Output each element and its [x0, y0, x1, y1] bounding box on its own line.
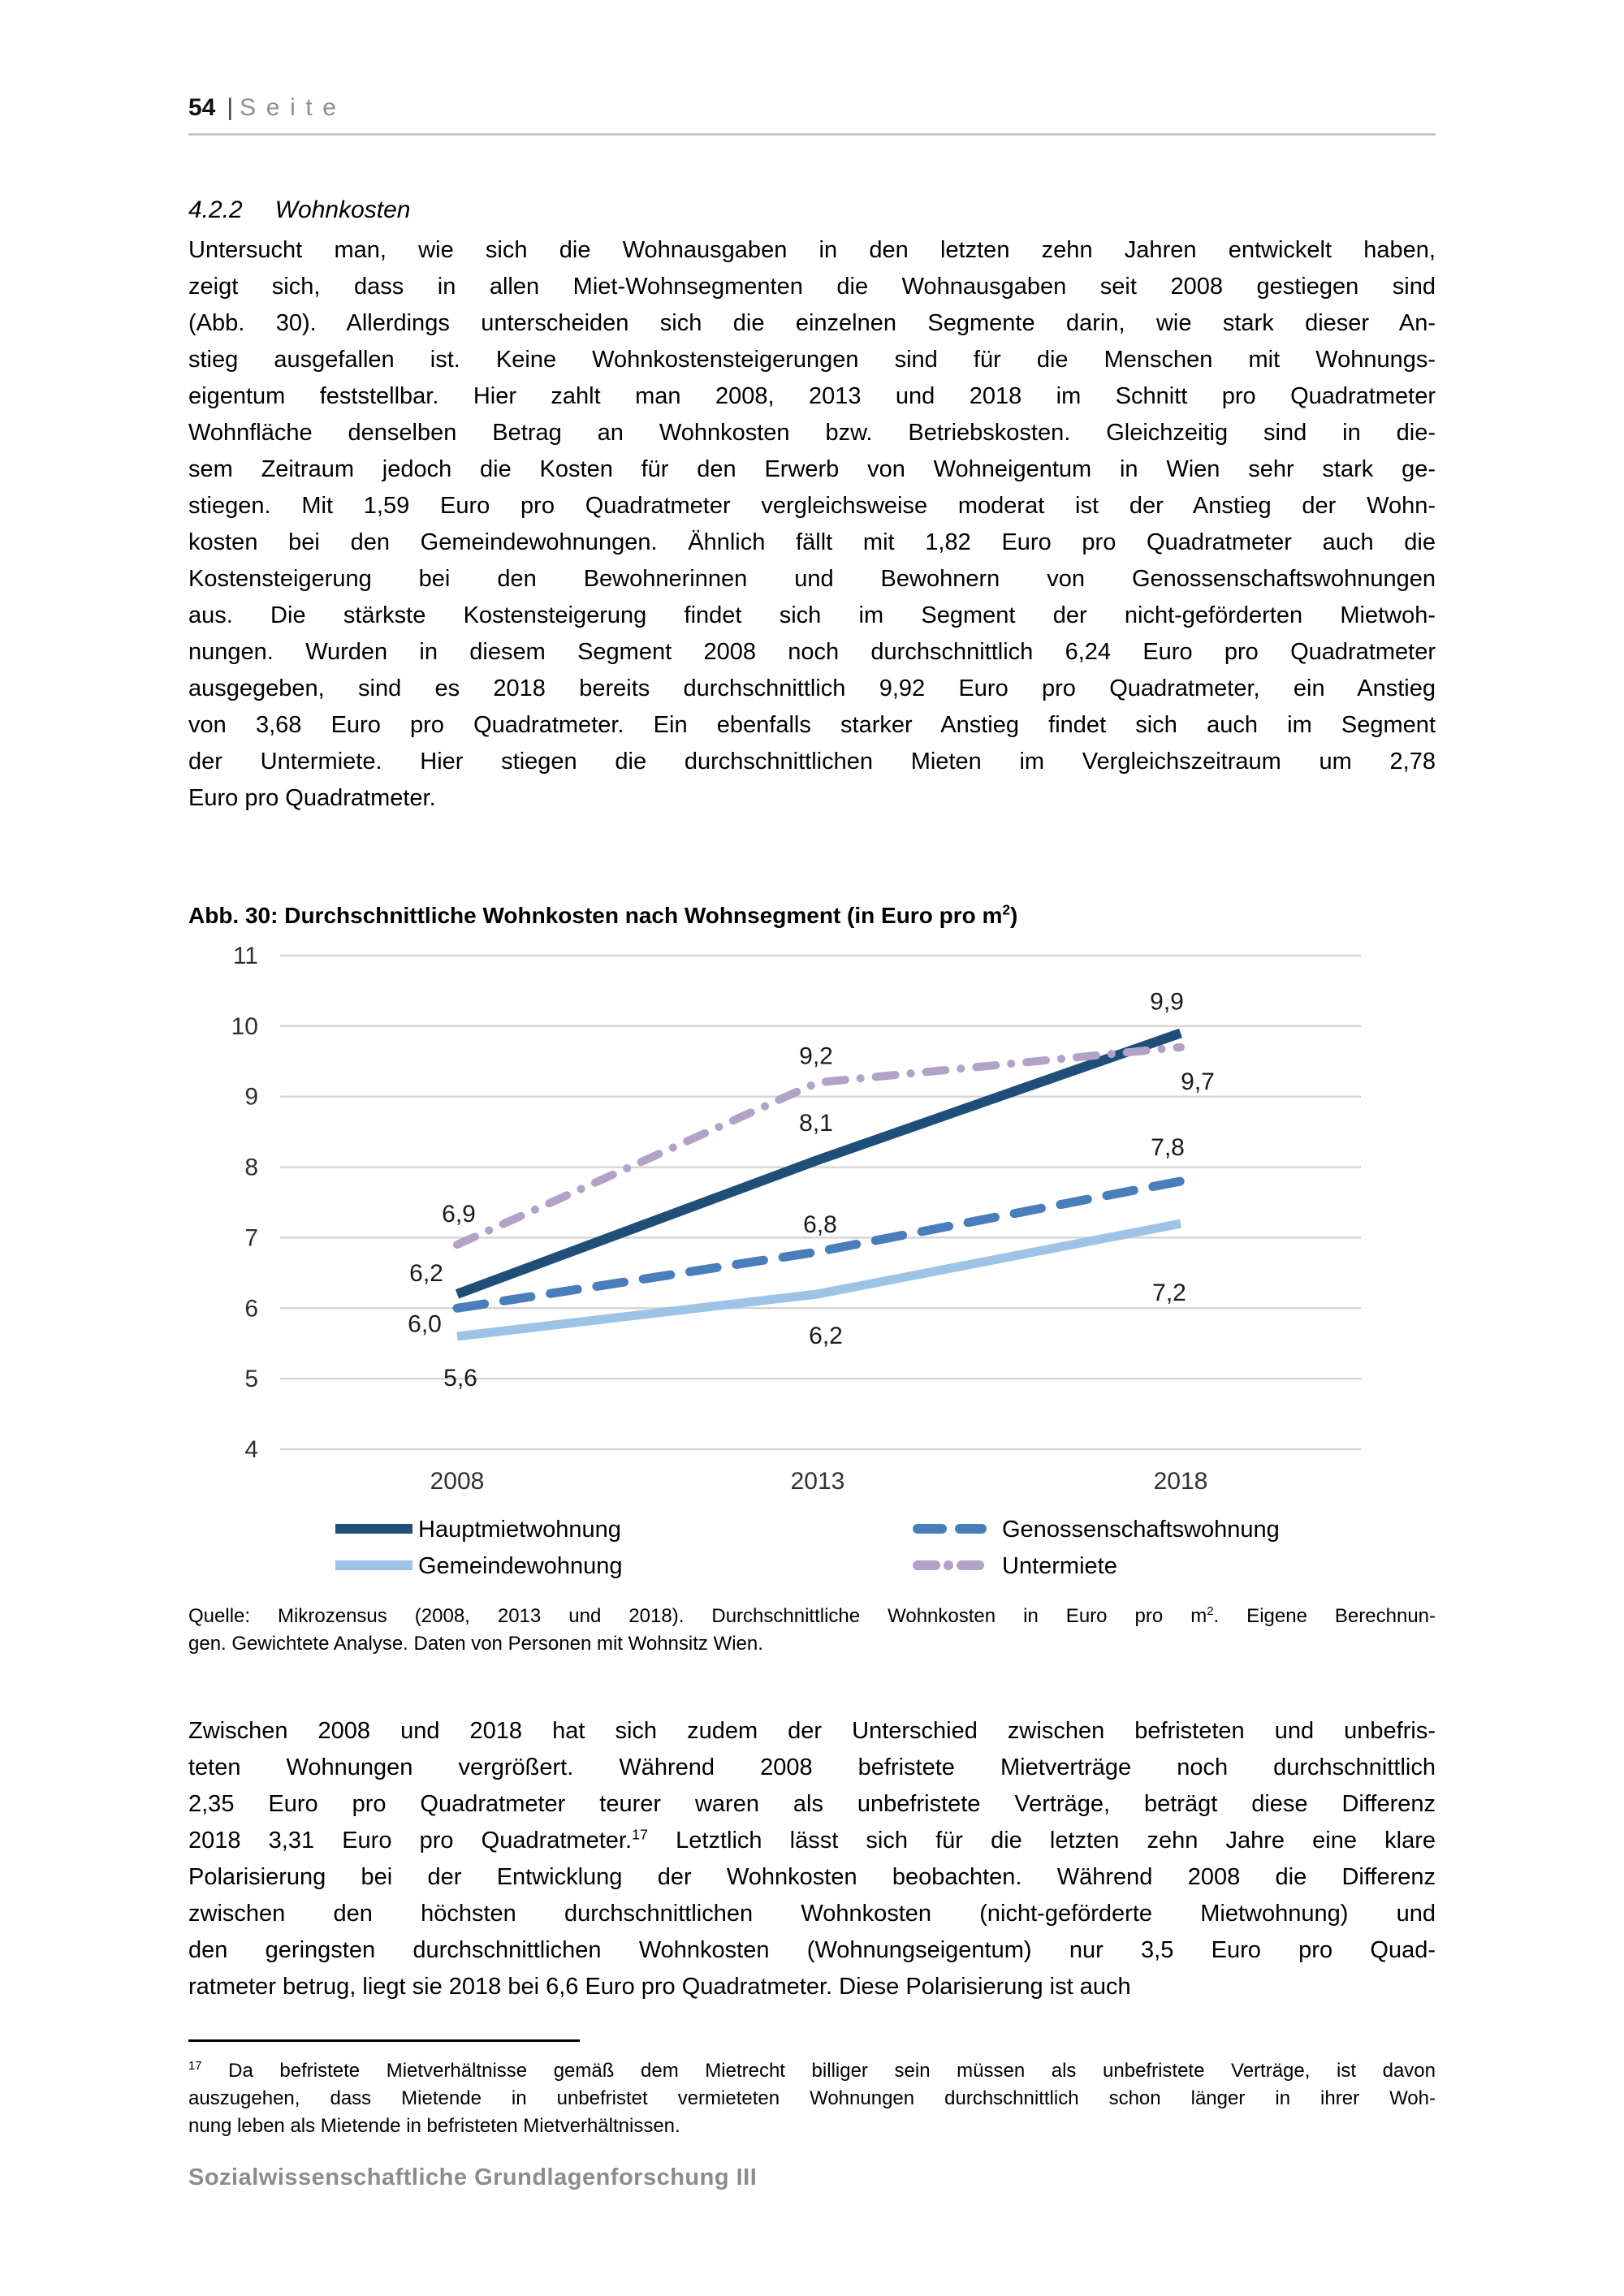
- text-line: eigentum feststellbar. Hier zahlt man 20…: [188, 383, 1436, 409]
- paragraph-1: Untersucht man, wie sich die Wohnausgabe…: [188, 232, 1436, 817]
- legend-label-gemeindewohnung: Gemeindewohnung: [418, 1553, 623, 1579]
- text-line: nung leben als Mietende in befristeten M…: [188, 2115, 680, 2137]
- data-label-gemeindewohnung-2008: 5,6: [443, 1365, 477, 1392]
- figure-chart: 4 5 6 7 8 9 10 11 2008 2013 2018 6,2 8,1 9,9 6,0 6,8 7,8…: [187, 934, 1437, 1599]
- y-tick-label: 6: [244, 1295, 258, 1322]
- paragraph-2: Zwischen 2008 und 2018 hat sich zudem de…: [188, 1713, 1436, 2005]
- y-tick-label: 9: [244, 1084, 258, 1111]
- section-number: 4.2.2: [188, 196, 243, 223]
- text-line: stieg ausgefallen ist. Keine Wohnkostens…: [188, 347, 1436, 373]
- text-line: zeigt sich, dass in allen Miet-Wohnsegme…: [188, 274, 1436, 300]
- text-line: Kostensteigerung bei den Bewohnerinnen u…: [188, 566, 1436, 592]
- data-label-untermiete-2008: 6,9: [442, 1201, 476, 1228]
- data-label-hauptmietwohnung-2013: 8,1: [799, 1110, 833, 1137]
- y-tick-label: 8: [244, 1154, 258, 1181]
- y-tick-label: 7: [244, 1224, 258, 1251]
- text-line: Polarisierung bei der Entwicklung der Wo…: [188, 1864, 1436, 1890]
- page-footer: Sozialwissenschaftliche Grundlagenforsch…: [188, 2164, 758, 2190]
- text-line: Euro pro Quadratmeter.: [188, 785, 436, 811]
- wohnkosten-line-chart: 4 5 6 7 8 9 10 11 2008 2013 2018 6,2 8,1 9,9 6,0 6,8 7,8…: [231, 943, 1361, 1579]
- legend-label-genossenschaftswohnung: Genossenschaftswohnung: [1002, 1517, 1280, 1543]
- figure-title: Abb. 30: Durchschnittliche Wohnkosten na…: [188, 901, 1018, 928]
- text-line: auszugehen, dass Mietende in unbefristet…: [188, 2087, 1436, 2109]
- data-label-genossenschaftswohnung-2018: 7,8: [1151, 1134, 1185, 1161]
- text-line: Zwischen 2008 und 2018 hat sich zudem de…: [188, 1718, 1436, 1744]
- data-label-genossenschaftswohnung-2013: 6,8: [803, 1211, 837, 1238]
- data-label-gemeindewohnung-2013: 6,2: [809, 1323, 843, 1349]
- legend-label-hauptmietwohnung: Hauptmietwohnung: [418, 1517, 621, 1543]
- data-label-hauptmietwohnung-2018: 9,9: [1150, 989, 1184, 1016]
- text-line: stiegen. Mit 1,59 Euro pro Quadratmeter …: [188, 493, 1436, 519]
- page-number: 54: [188, 94, 216, 121]
- figure-source: Quelle: Mikrozensus (2008, 2013 und 2018…: [188, 1603, 1436, 1658]
- superscript: 2: [1207, 1605, 1214, 1618]
- text-line: ausgegeben, sind es 2018 bereits durchsc…: [188, 675, 1436, 701]
- page-header: 54 | Seite: [188, 94, 347, 122]
- data-label-hauptmietwohnung-2008: 6,2: [409, 1260, 443, 1287]
- text-line: 2,35 Euro pro Quadratmeter teurer waren …: [188, 1791, 1436, 1817]
- header-label: Seite: [240, 94, 347, 121]
- x-tick-label: 2013: [791, 1468, 845, 1495]
- y-tick-label: 11: [233, 943, 258, 969]
- text-line: den geringsten durchschnittlichen Wohnko…: [188, 1937, 1436, 1963]
- text-line: 17 Da befristete Mietverhältnisse gemäß …: [188, 2060, 1436, 2082]
- text-line: ratmeter betrug, liegt sie 2018 bei 6,6 …: [188, 1974, 1131, 2000]
- legend-label-untermiete: Untermiete: [1002, 1553, 1117, 1579]
- series-line-hauptmietwohnung: [455, 1028, 1182, 1299]
- x-tick-label: 2018: [1154, 1468, 1208, 1495]
- header-rule: [188, 133, 1436, 136]
- y-tick-label: 4: [244, 1436, 258, 1463]
- x-tick-label: 2008: [430, 1468, 485, 1495]
- text-line: Untersucht man, wie sich die Wohnausgabe…: [188, 237, 1436, 263]
- text-line: sem Zeitraum jedoch die Kosten für den E…: [188, 456, 1436, 482]
- text-line: teten Wohnungen vergrößert. Während 2008…: [188, 1754, 1436, 1780]
- text-line: gen. Gewichtete Analyse. Daten von Perso…: [188, 1633, 763, 1655]
- text-line: nungen. Wurden in diesem Segment 2008 no…: [188, 639, 1436, 665]
- text-line: Wohnfläche denselben Betrag an Wohnkoste…: [188, 420, 1436, 446]
- superscript: 17: [188, 2060, 202, 2073]
- superscript: 2: [1002, 901, 1011, 918]
- superscript: 17: [632, 1826, 649, 1843]
- section-title: Wohnkosten: [274, 196, 411, 223]
- series-line-gemeindewohnung: [456, 1219, 1182, 1341]
- y-tick-label: 5: [244, 1366, 258, 1392]
- text-line: (Abb. 30). Allerdings unterscheiden sich…: [188, 310, 1436, 336]
- y-tick-label: 10: [231, 1013, 258, 1040]
- text-line: zwischen den höchsten durchschnittlichen…: [188, 1901, 1436, 1927]
- text-line: kosten bei den Gemeindewohnungen. Ähnlic…: [188, 529, 1436, 555]
- series-line-genossenschaftswohnung: [452, 1176, 1186, 1313]
- data-label-gemeindewohnung-2018: 7,2: [1152, 1280, 1186, 1306]
- text-line: Quelle: Mikrozensus (2008, 2013 und 2018…: [188, 1605, 1436, 1627]
- footnote-17: 17 Da befristete Mietverhältnisse gemäß …: [188, 2057, 1436, 2140]
- text-line: von 3,68 Euro pro Quadratmeter. Ein eben…: [188, 712, 1436, 738]
- data-label-untermiete-2018: 9,7: [1181, 1068, 1215, 1095]
- text-line: 2018 3,31 Euro pro Quadratmeter.17 Letzt…: [188, 1826, 1436, 1854]
- header-separator: |: [227, 94, 234, 121]
- text-line: aus. Die stärkste Kostensteigerung finde…: [188, 602, 1436, 628]
- data-label-untermiete-2013: 9,2: [799, 1042, 833, 1069]
- footnote-separator: [188, 2039, 580, 2042]
- data-label-genossenschaftswohnung-2008: 6,0: [408, 1310, 442, 1337]
- text-line: der Untermiete. Hier stiegen die durchsc…: [188, 749, 1436, 775]
- series-line-untermiete: [453, 1042, 1185, 1249]
- section-heading: 4.2.2 Wohnkosten: [188, 196, 411, 224]
